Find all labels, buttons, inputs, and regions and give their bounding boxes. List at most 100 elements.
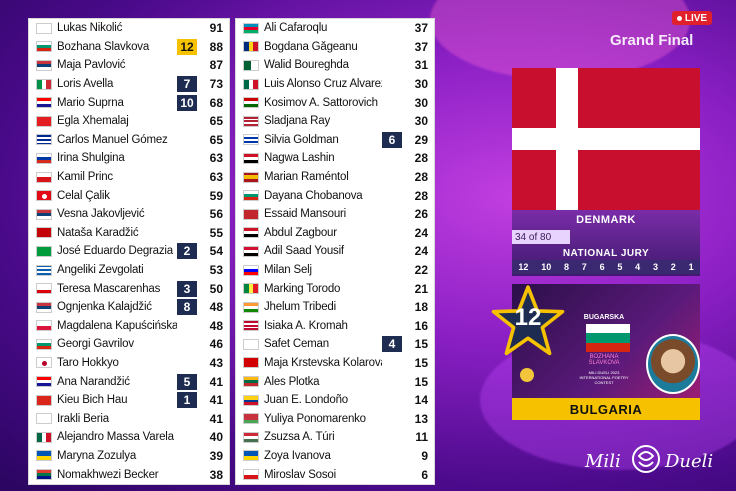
total-points: 37: [414, 39, 428, 54]
scoreboard-row: Ognjenka Kalajdžić 8 48: [29, 298, 229, 317]
awarded-points-badge: [382, 355, 402, 371]
flag-us-icon: [243, 115, 259, 127]
awarded-points-badge: [177, 113, 197, 129]
contestant-name: Georgi Gavrilov: [57, 338, 134, 351]
scoreboard-row: Ana Narandžić 5 41: [29, 372, 229, 391]
flag-ru-icon: [36, 152, 52, 164]
card-caption: MILI DUELI 2023 INTERNATIONAL POETRY CON…: [579, 370, 629, 385]
total-points: 13: [414, 411, 428, 426]
total-points: 15: [414, 355, 428, 370]
awarded-points-badge: 2: [177, 243, 197, 260]
contestant-name: Teresa Mascarenhas: [57, 282, 161, 295]
total-points: 65: [209, 114, 223, 129]
scoreboard-row: Alejandro Massa Varela 40: [29, 428, 229, 447]
total-points: 22: [414, 263, 428, 278]
flag-lr-icon: [243, 320, 259, 332]
awarded-points-badge: [177, 448, 197, 464]
contestant-name: Alejandro Massa Varela: [57, 431, 174, 444]
awarded-points-badge: [382, 76, 402, 92]
awarded-points-badge: [382, 20, 402, 36]
contestant-name: Jhelum Tribedi: [264, 301, 336, 314]
awarded-points-badge: [382, 113, 402, 129]
awarded-points-badge: [382, 299, 402, 315]
contestant-name: Kamil Princ: [57, 171, 113, 184]
flag-ma-icon: [243, 208, 259, 220]
contestant-name: Magdalena Kapuścińska: [57, 319, 177, 332]
awarded-points-badge: [177, 429, 197, 445]
total-points: 87: [209, 58, 223, 73]
scoreboard-row: Maja Krstevska Kolarova 15: [236, 354, 434, 373]
awarded-points-badge: [177, 150, 197, 166]
star-icon: [491, 285, 565, 356]
scoreboard-row: Marian Raméntol 28: [236, 168, 434, 187]
contestant-name: Zoya Ivanova: [264, 449, 331, 462]
total-points: 28: [414, 170, 428, 185]
contestant-name: Kieu Bich Hau: [57, 394, 128, 407]
flag-cu-icon: [36, 134, 52, 146]
flag-lt-icon: [243, 376, 259, 388]
awarded-points-badge: 7: [177, 76, 197, 93]
awarded-points-badge: [177, 262, 197, 278]
scoreboard-row: Zoya Ivanova 9: [236, 447, 434, 466]
total-points: 6: [421, 467, 428, 482]
awarded-points-badge: [382, 411, 402, 427]
awarded-points: 12: [514, 304, 542, 331]
contestant-name: Essaid Mansouri: [264, 208, 347, 221]
scoreboard-row: Kamil Princ 63: [29, 168, 229, 187]
total-points: 46: [209, 337, 223, 352]
scoreboard-row: Maja Pavlović 87: [29, 56, 229, 75]
scoreboard-row: Adil Saad Yousif 24: [236, 242, 434, 261]
voting-progress: 34 of 80: [512, 230, 570, 244]
brand-emblem-icon: [632, 445, 660, 473]
scoreboard-row: Irina Shulgina 63: [29, 149, 229, 168]
total-points: 63: [209, 170, 223, 185]
scoreboard-row: Abdul Zagbour 24: [236, 224, 434, 243]
total-points: 28: [414, 151, 428, 166]
scoreboard-row: Maryna Zozulya 39: [29, 447, 229, 466]
contestant-name: Ali Cafaroqlu: [264, 22, 328, 35]
total-points: 56: [209, 207, 223, 222]
flag-rs-icon: [36, 59, 52, 71]
flag-rs-icon: [36, 208, 52, 220]
total-points: 9: [421, 448, 428, 463]
flag-ua-icon: [243, 450, 259, 462]
contestant-name: Loris Avella: [57, 78, 114, 91]
awarded-points-badge: [177, 20, 197, 36]
flag-by-icon: [243, 413, 259, 425]
contestant-name: Taro Hokkyo: [57, 356, 119, 369]
scoreboard-row: Nomakhwezi Becker 38: [29, 465, 229, 484]
voting-country-flag: [512, 68, 700, 210]
total-points: 14: [414, 393, 428, 408]
flag-me-icon: [36, 227, 52, 239]
total-points: 88: [209, 39, 223, 54]
total-points: 63: [209, 151, 223, 166]
contestant-name: Sladjana Ray: [264, 115, 331, 128]
flag-vn-icon: [36, 394, 52, 406]
flag-mx-icon: [243, 78, 259, 90]
card-country: BUGARSKA: [583, 314, 625, 321]
scoreboard-row: Isiaka A. Kromah 16: [236, 317, 434, 336]
scoreboard-row: Safet Ćeman 4 15: [236, 335, 434, 354]
contestant-name: Ales Plotka: [264, 375, 320, 388]
awarded-points-badge: [382, 169, 402, 185]
contestant-name: Silvia Goldman: [264, 133, 339, 146]
awarded-points-badge: [177, 169, 197, 185]
flag-sn-icon: [243, 283, 259, 295]
flag-dz-icon: [243, 59, 259, 71]
total-points: 37: [414, 21, 428, 36]
contestant-name: Angeliki Zevgolati: [57, 264, 144, 277]
contestant-name: Marking Torodo: [264, 282, 341, 295]
contestant-name: Luis Alonso Cruz Alvarez: [264, 78, 382, 91]
scoreboard-row: Bogdana Găgeanu 37: [236, 38, 434, 57]
scoreboard-row: Mario Šuprna 10 68: [29, 93, 229, 112]
contestant-name: Walid Boureghda: [264, 59, 349, 72]
awarded-points-badge: 12: [177, 38, 197, 55]
awarded-points-badge: 10: [177, 94, 197, 111]
points-scale: 12 10 8 7 6 5 4 3 2 1: [512, 260, 700, 274]
scoreboard-row: Egla Xhemalaj 65: [29, 112, 229, 131]
scoreboard-row: Vesna Jakovljević 56: [29, 205, 229, 224]
scale-point: 4: [635, 262, 641, 272]
awarded-points-badge: 4: [382, 336, 402, 353]
awarded-country-bar: BULGARIA: [512, 398, 700, 420]
scoreboard-row: Bozhana Slavkova 12 88: [29, 38, 229, 57]
